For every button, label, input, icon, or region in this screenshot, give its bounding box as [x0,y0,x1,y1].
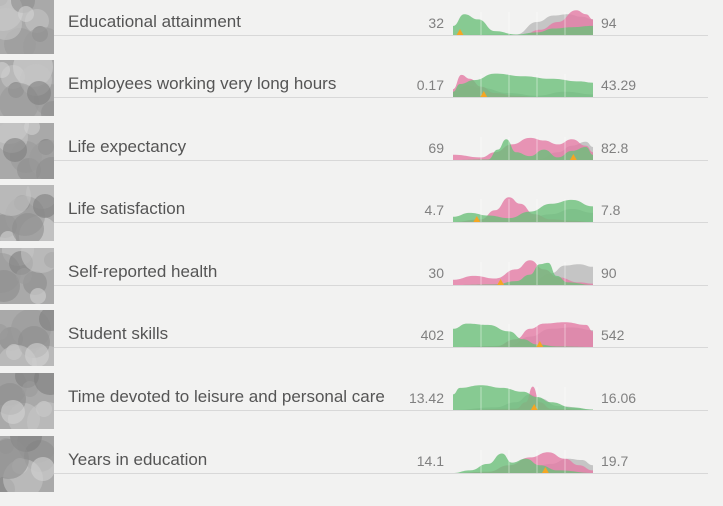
green-distribution-area [453,262,593,285]
indicator-label: Years in education [68,450,208,469]
thumbnail-texture [0,310,54,366]
indicator-min-value: 402 [420,327,444,343]
indicator-min-value: 14.1 [416,453,444,469]
indicator-list: Educational attainment 32 94 Employees w… [0,0,723,492]
thumbnail-texture [0,248,54,304]
indicator-max-value: 16.06 [601,390,637,406]
thumbnail-texture [0,60,54,116]
sparkline-svg [453,197,593,223]
thumbnail-image [0,310,54,366]
green-distribution-area [453,199,593,222]
row-divider [54,347,708,348]
thumbnail-texture [0,0,54,54]
indicator-label: Time devoted to leisure and personal car… [68,387,385,406]
row-divider [54,222,708,223]
indicator-min-value: 4.7 [424,202,444,218]
distribution-sparkline [453,68,593,98]
indicator-row[interactable]: Self-reported health 30 90 [0,248,723,318]
green-distribution-area [453,323,593,347]
sparkline-svg [453,450,593,474]
thumbnail-texture [0,185,54,241]
indicator-label: Educational attainment [68,12,241,31]
indicator-min-value: 32 [428,15,444,31]
indicator-label: Self-reported health [68,262,218,281]
green-distribution-area [453,453,593,473]
row-divider [54,473,708,474]
sparkline-svg [453,322,593,348]
thumbnail-image [0,123,54,179]
sparkline-svg [453,10,593,36]
value-marker [535,341,544,348]
sparkline-svg [453,73,593,98]
indicator-min-value: 13.42 [408,390,444,406]
indicator-label: Student skills [68,324,169,343]
distribution-sparkline [453,193,593,223]
indicator-label: Employees working very long hours [68,74,337,93]
green-distribution-area [453,73,593,97]
indicator-row[interactable]: Time devoted to leisure and personal car… [0,373,723,443]
indicator-min-value: 69 [428,140,444,156]
value-marker [541,467,550,474]
thumbnail-image [0,185,54,241]
distribution-sparkline [453,6,593,36]
thumbnail-image [0,0,54,54]
thumbnail-image [0,436,54,492]
thumbnail-texture [0,436,54,492]
indicator-min-value: 0.17 [416,77,444,93]
sparkline-svg [453,260,593,286]
distribution-sparkline [453,318,593,348]
sparkline-svg [453,385,593,411]
indicator-row[interactable]: Student skills 402 542 [0,310,723,380]
distribution-sparkline [453,256,593,286]
green-distribution-area [453,14,593,35]
value-marker [496,279,505,286]
value-marker [479,91,488,98]
indicator-row[interactable]: Years in education 14.1 19.7 [0,436,723,506]
indicator-max-value: 7.8 [601,202,621,218]
thumbnail-image [0,373,54,429]
indicator-max-value: 82.8 [601,140,629,156]
indicator-label: Life satisfaction [68,199,186,218]
indicator-max-value: 43.29 [601,77,637,93]
green-distribution-area [453,385,593,410]
thumbnail-image [0,60,54,116]
indicator-max-value: 90 [601,265,617,281]
indicator-max-value: 542 [601,327,625,343]
distribution-sparkline [453,131,593,161]
thumbnail-texture [0,373,54,429]
indicator-min-value: 30 [428,265,444,281]
indicator-row[interactable]: Educational attainment 32 94 [0,0,723,68]
pink-distribution-area [453,137,593,160]
indicator-row[interactable]: Life expectancy 69 82.8 [0,123,723,193]
sparkline-svg [453,137,593,161]
row-divider [54,160,708,161]
row-divider [54,97,708,98]
distribution-sparkline [453,444,593,474]
value-marker [456,29,464,36]
value-marker [569,154,578,161]
indicator-row[interactable]: Employees working very long hours 0.17 4… [0,60,723,130]
row-divider [54,35,708,36]
row-divider [54,285,708,286]
thumbnail-image [0,248,54,304]
indicator-max-value: 19.7 [601,453,629,469]
thumbnail-texture [0,123,54,179]
value-marker [530,404,539,411]
indicator-label: Life expectancy [68,137,187,156]
pink-distribution-area [453,322,593,347]
distribution-sparkline [453,381,593,411]
indicator-row[interactable]: Life satisfaction 4.7 7.8 [0,185,723,255]
green-distribution-area [453,139,593,160]
indicator-max-value: 94 [601,15,617,31]
row-divider [54,410,708,411]
value-marker [472,216,481,223]
